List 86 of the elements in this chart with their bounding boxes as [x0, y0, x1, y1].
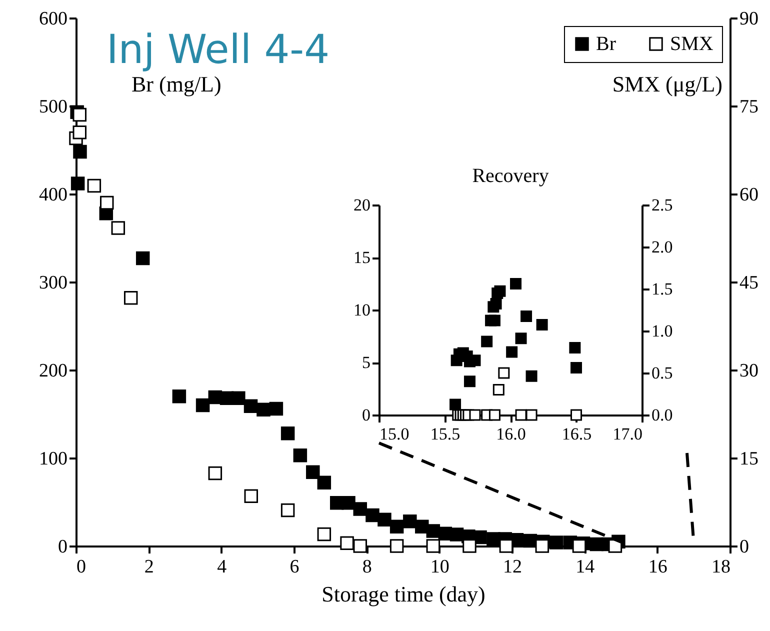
y2-tick-label: 90 — [740, 8, 758, 30]
y2-tick-label: 1.5 — [652, 280, 673, 298]
y-tick-label: 600 — [39, 8, 68, 30]
point — [208, 466, 222, 480]
point — [366, 508, 380, 522]
legend-label: Br — [596, 33, 616, 55]
y2-tick-label: 2.5 — [652, 196, 673, 214]
point — [70, 176, 85, 190]
point — [342, 496, 356, 510]
chart-title: Recovery — [472, 165, 549, 187]
point — [462, 539, 476, 553]
y2-axis-title: SMX (μg/L) — [612, 72, 722, 96]
y-tick-label: 0 — [58, 536, 68, 558]
y-tick-label: 100 — [39, 448, 68, 470]
point — [353, 502, 367, 516]
chart-title: Inj Well 4-4 — [106, 27, 330, 73]
point — [293, 448, 308, 462]
x-tick-label: 15.0 — [380, 424, 410, 444]
y-axis-title: Br (mg/L) — [132, 72, 222, 96]
x-tick-label: 18 — [712, 556, 730, 578]
point — [280, 426, 295, 440]
x-tick-label: 4 — [217, 556, 228, 578]
point — [244, 489, 258, 504]
x-tick-label: 8 — [362, 556, 372, 578]
y-tick-label: 20 — [354, 196, 370, 214]
y2-tick-label: 30 — [740, 360, 758, 382]
point — [499, 539, 514, 553]
point — [87, 178, 102, 193]
point — [232, 391, 246, 406]
point — [196, 398, 210, 412]
y2-tick-label: 60 — [740, 184, 758, 206]
point — [390, 520, 404, 534]
point — [535, 539, 550, 553]
point — [256, 402, 270, 416]
y-tick-label: 10 — [354, 300, 370, 320]
x-tick-label: 14 — [576, 556, 596, 578]
y2-tick-label: 1.0 — [652, 322, 673, 340]
legend-label: SMX — [670, 33, 714, 55]
point — [172, 390, 186, 404]
y-tick-label: 400 — [39, 184, 68, 206]
x-tick-label: 16.0 — [496, 424, 526, 444]
point — [353, 539, 367, 553]
point — [317, 527, 332, 542]
x-tick-label: 2 — [144, 556, 154, 578]
y2-tick-label: 75 — [740, 96, 758, 118]
y2-tick-label: 0.5 — [652, 364, 673, 382]
x-tick-label: 12 — [503, 556, 522, 578]
x-tick-label: 10 — [430, 556, 450, 578]
point — [340, 536, 354, 550]
y-tick-label: 500 — [39, 96, 68, 118]
point — [111, 221, 126, 235]
y-tick-label: 200 — [39, 360, 68, 382]
x-tick-label: 15.5 — [430, 424, 460, 444]
point — [378, 512, 392, 526]
y-tick-label: 15 — [354, 248, 370, 267]
point — [72, 126, 87, 140]
point — [317, 476, 332, 490]
x-axis-title: Storage time (day) — [322, 582, 486, 606]
y2-tick-label: 0 — [740, 536, 749, 558]
point — [100, 196, 114, 210]
point — [426, 524, 440, 538]
point — [403, 514, 417, 528]
x-tick-label: 16 — [648, 556, 668, 578]
x-tick-label: 0 — [76, 556, 86, 578]
x-tick-label: 16.5 — [562, 424, 592, 444]
x-tick-label: 6 — [290, 556, 300, 578]
point — [72, 108, 87, 122]
point — [244, 399, 258, 413]
point — [73, 144, 87, 159]
point — [124, 290, 138, 305]
x-tick-label: 17.0 — [612, 424, 642, 444]
y2-tick-label: 45 — [740, 272, 758, 294]
point — [390, 539, 404, 553]
y2-tick-label: 0.0 — [652, 406, 673, 424]
point — [269, 402, 284, 416]
y2-tick-label: 15 — [740, 448, 758, 470]
y2-tick-label: 2.0 — [652, 238, 673, 256]
point — [136, 251, 150, 266]
y-tick-label: 0 — [362, 406, 370, 424]
point — [426, 539, 440, 553]
point — [280, 503, 295, 518]
y-tick-label: 300 — [39, 272, 68, 294]
point — [549, 536, 564, 550]
y-tick-label: 5 — [362, 353, 370, 372]
point — [306, 465, 320, 479]
point — [572, 539, 586, 553]
